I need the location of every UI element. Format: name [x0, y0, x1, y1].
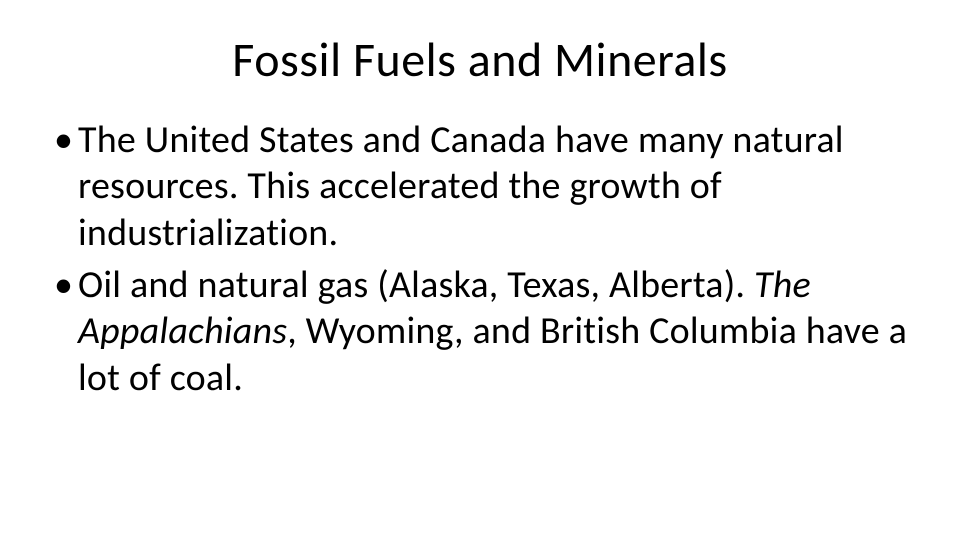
bullet-list: The United States and Canada have many n…	[50, 117, 910, 401]
bullet-text-pre: Oil and natural gas (Alaska, Texas, Albe…	[78, 262, 754, 308]
bullet-item: Oil and natural gas (Alaska, Texas, Albe…	[50, 262, 910, 401]
bullet-item: The United States and Canada have many n…	[50, 117, 910, 256]
slide-container: Fossil Fuels and Minerals The United Sta…	[0, 0, 960, 540]
slide-title: Fossil Fuels and Minerals	[50, 30, 910, 89]
bullet-text: The United States and Canada have many n…	[78, 117, 844, 256]
